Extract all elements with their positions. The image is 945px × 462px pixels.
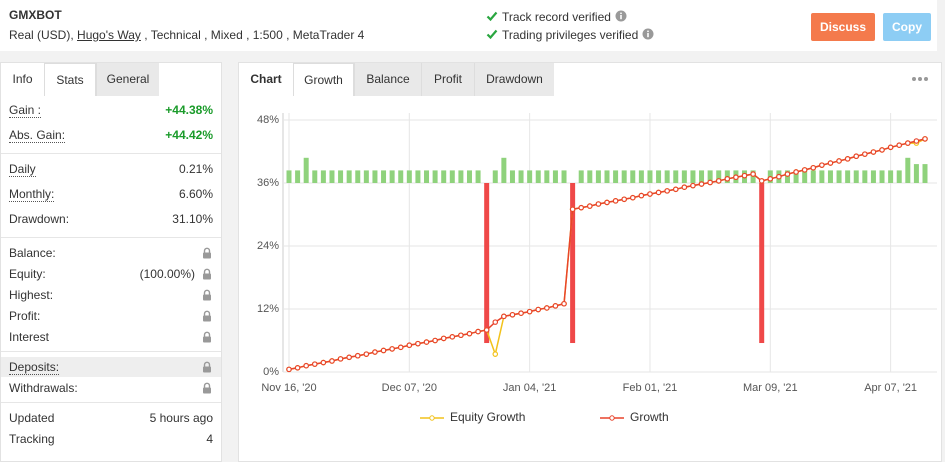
verification-text: Trading privileges verified <box>502 28 639 42</box>
details: , Technical , Mixed , 1:500 , MetaTrader… <box>144 28 365 42</box>
discuss-button[interactable]: Discuss <box>811 13 875 41</box>
lock-icon <box>203 361 211 373</box>
stat-label: Abs. Gain: <box>9 128 66 143</box>
separator <box>1 237 221 238</box>
stat-value: 5 hours ago <box>149 411 213 425</box>
stat-label: Highest: <box>9 288 54 302</box>
stat-label: Withdrawals: <box>9 381 78 395</box>
tab[interactable]: Growth <box>293 63 354 96</box>
stat-row: Highest: <box>1 285 221 305</box>
stats-panel: Info Stats General Gain : +44.38% Abs. Gain: +… <box>0 62 222 462</box>
lock-icon <box>203 310 211 322</box>
tab[interactable]: Balance <box>354 63 421 96</box>
stat-value: +44.38% <box>165 103 213 117</box>
stat-row: Daily 0.21% <box>1 159 221 179</box>
chart-panel: Chart Growth Balance Profit Drawdown <box>238 62 942 462</box>
separator <box>1 351 221 352</box>
stat-label: Interest <box>9 330 50 344</box>
stat-value: 6.60% <box>178 187 213 201</box>
tab[interactable]: Stats <box>44 63 96 96</box>
account: Real (USD), <box>9 28 74 42</box>
stat-row: Balance: <box>1 243 221 263</box>
tab[interactable]: General <box>96 63 159 96</box>
stat-label: Updated <box>9 411 55 425</box>
stat-row: Abs. Gain: +44.42% <box>1 125 221 145</box>
stat-value: 0.21% <box>178 162 213 176</box>
stat-label: Profit: <box>9 309 41 323</box>
copy-button[interactable]: Copy <box>883 13 931 41</box>
tab[interactable]: Profit <box>421 63 474 96</box>
stat-label: Monthly: <box>9 187 55 202</box>
stat-row: Profit: <box>1 306 221 326</box>
check-icon <box>486 11 498 22</box>
stat-row: Gain : +44.38% <box>1 100 221 120</box>
verification-text: Track record verified <box>502 10 611 24</box>
stat-value: +44.42% <box>165 128 213 142</box>
verification: Track record verified <box>486 10 627 24</box>
stat-label: Drawdown: <box>9 212 70 226</box>
stat-row: Equity: (100.00%) <box>1 264 221 284</box>
check-icon <box>486 29 498 40</box>
stat-label: Gain : <box>9 103 42 118</box>
verification: Trading privileges verified <box>486 28 654 42</box>
stat-label: Daily <box>9 162 36 177</box>
stat-value: 31.10% <box>172 212 213 226</box>
stat-label: Tracking <box>9 432 55 446</box>
stat-value: (100.00%) <box>139 267 195 281</box>
stat-row: Monthly: 6.60% <box>1 184 221 204</box>
lock-icon <box>203 247 211 259</box>
separator <box>1 402 221 403</box>
stat-row: Interest <box>1 327 221 347</box>
title: GMXBOT <box>9 8 62 22</box>
lock-icon <box>203 268 211 280</box>
broker-link[interactable]: Hugo's Way <box>77 28 141 42</box>
stat-row: Tracking 4 <box>1 429 221 449</box>
separator <box>1 153 221 154</box>
lock-icon <box>203 331 211 343</box>
stat-label: Balance: <box>9 246 56 260</box>
stat-row: Updated 5 hours ago <box>1 408 221 428</box>
stat-row: Withdrawals: <box>1 378 221 398</box>
stat-row: Drawdown: 31.10% <box>1 209 221 229</box>
lock-icon <box>203 382 211 394</box>
stat-value: 4 <box>206 432 213 446</box>
subtitle: Real (USD), Hugo's Way , Technical , Mix… <box>9 28 364 42</box>
tab[interactable]: Chart <box>250 72 282 86</box>
info-icon <box>615 10 627 22</box>
stat-row: Deposits: <box>1 357 221 377</box>
stat-label: Equity: <box>9 267 46 281</box>
header: GMXBOT Real (USD), Hugo's Way , Technica… <box>0 0 937 51</box>
info-icon <box>642 28 654 40</box>
lock-icon <box>203 289 211 301</box>
stat-label: Deposits: <box>9 360 60 375</box>
tab[interactable]: Drawdown <box>474 63 554 96</box>
menu-dots[interactable] <box>911 69 929 87</box>
tab[interactable]: Info <box>12 72 33 86</box>
